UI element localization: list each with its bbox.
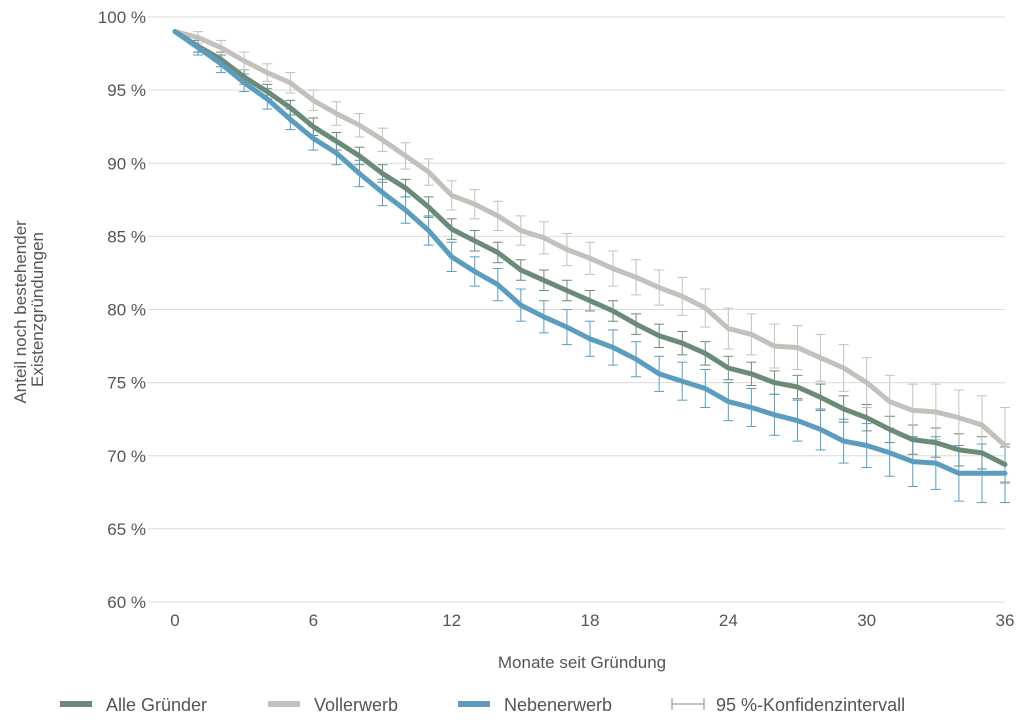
legend-item: Nebenerwerb [458, 695, 612, 715]
x-tick-label: 0 [170, 611, 179, 630]
series-layer [172, 29, 1008, 476]
x-tick-label: 30 [857, 611, 876, 630]
legend-label: Nebenerwerb [504, 695, 612, 715]
grid-layer [148, 16, 1005, 603]
legend-ci-label: 95 %-Konfidenzintervall [716, 695, 905, 715]
x-tick-label: 12 [442, 611, 461, 630]
legend-item: Alle Gründer [60, 695, 207, 715]
x-tick-label: 6 [309, 611, 318, 630]
x-tick-label: 36 [996, 611, 1015, 630]
y-tick-label: 100 % [98, 8, 146, 27]
x-tick-labels: 0 6 12 18 24 30 36 [170, 611, 1014, 630]
series-line-alle-gr-nder [172, 29, 1008, 467]
y-tick-label: 65 % [107, 520, 146, 539]
y-axis-title: Anteil noch bestehender Existenzgründung… [11, 215, 47, 403]
y-tick-label: 95 % [107, 81, 146, 100]
series-line-nebenerwerb [172, 29, 1008, 476]
y-tick-labels: 60 % 65 % 70 % 75 % 80 % 85 % 90 % 95 % 100 % [98, 8, 146, 612]
legend-item-ci: 95 %-Konfidenzintervall [671, 695, 905, 715]
legend-label: Vollerwerb [314, 695, 398, 715]
x-tick-label: 24 [719, 611, 738, 630]
legend-item: Vollerwerb [268, 695, 398, 715]
y-axis-title-line-2: Existenzgründungen [28, 232, 47, 387]
y-tick-label: 70 % [107, 447, 146, 466]
y-tick-label: 75 % [107, 374, 146, 393]
legend-label: Alle Gründer [106, 695, 207, 715]
y-tick-label: 60 % [107, 593, 146, 612]
y-tick-label: 90 % [107, 154, 146, 173]
y-tick-label: 80 % [107, 301, 146, 320]
x-axis-title: Monate seit Gründung [498, 653, 666, 672]
legend: Alle Gründer Vollerwerb Nebenerwerb 95 %-Ko… [60, 695, 905, 715]
series-line-vollerwerb [172, 29, 1008, 448]
x-tick-label: 18 [581, 611, 600, 630]
y-tick-label: 85 % [107, 227, 146, 246]
y-axis-title-line-1: Anteil noch bestehender [11, 220, 30, 404]
